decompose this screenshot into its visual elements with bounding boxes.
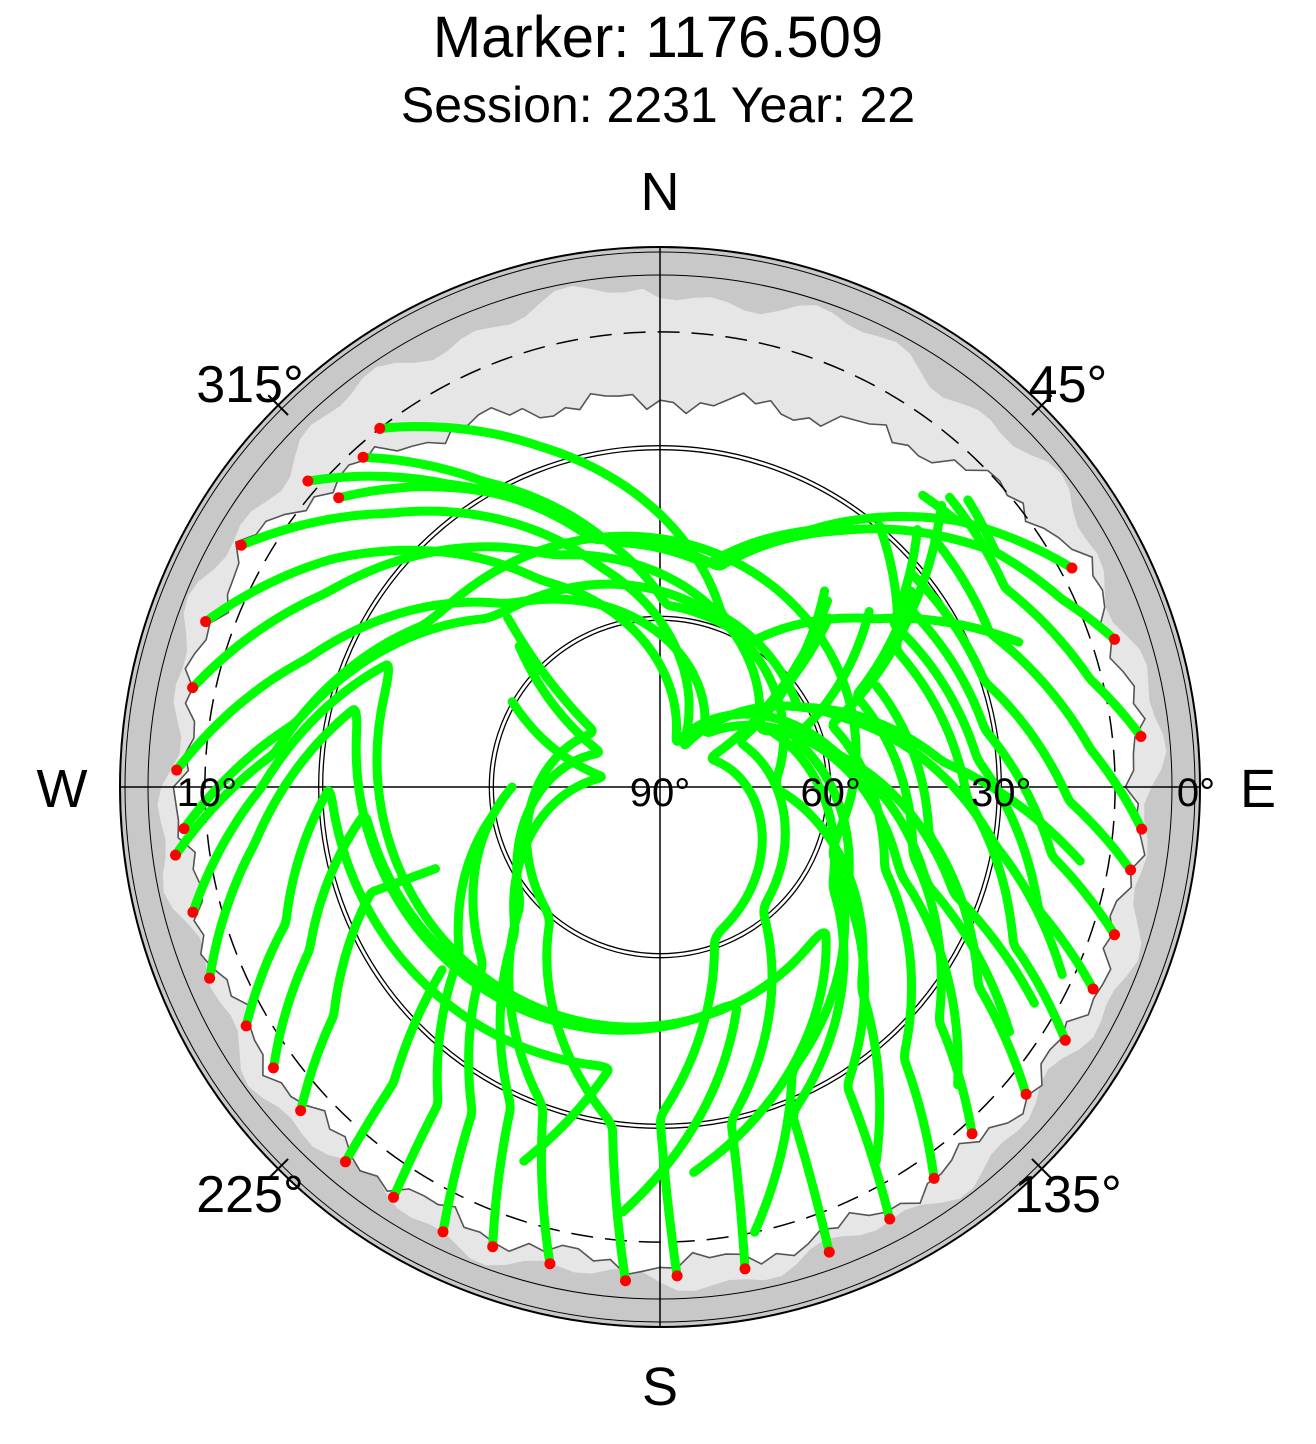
satellite-track-30 xyxy=(889,525,1098,994)
satellite-track-11 xyxy=(188,660,831,1177)
satellite-track-2 xyxy=(358,452,961,568)
track-start-point-20 xyxy=(544,1258,556,1270)
track-start-point-5 xyxy=(235,539,247,551)
track-start-point-7 xyxy=(187,682,199,694)
track-start-point-21 xyxy=(620,1275,631,1287)
elevation-label-10: 10° xyxy=(177,771,238,815)
azimuth-tick-135 xyxy=(1031,1158,1053,1180)
west-label: W xyxy=(37,759,88,819)
satellite-track-14 xyxy=(268,811,537,1073)
track-start-point-33 xyxy=(1136,823,1148,835)
chart-title: Marker: 1176.509 xyxy=(432,5,884,70)
azimuth-tick-315 xyxy=(267,394,289,416)
elevation-label-90: 90° xyxy=(630,771,691,815)
track-start-point-8 xyxy=(171,764,183,776)
track-start-point-24 xyxy=(823,1246,835,1258)
track-start-point-15 xyxy=(295,1105,307,1117)
azimuth-label-45: 45° xyxy=(1029,356,1108,414)
track-start-point-4 xyxy=(374,422,386,434)
track-start-point-27 xyxy=(966,1128,978,1140)
elevation-label-30: 30° xyxy=(971,771,1032,815)
track-start-point-30 xyxy=(1087,983,1099,995)
track-start-point-17 xyxy=(388,1191,399,1203)
track-start-point-14 xyxy=(267,1062,279,1074)
north-label: N xyxy=(641,162,680,222)
east-label: E xyxy=(1240,759,1276,819)
south-label: S xyxy=(642,1357,678,1417)
satellite-track-20 xyxy=(504,641,603,1269)
track-start-point-16 xyxy=(340,1156,351,1168)
satellite-track-21 xyxy=(503,613,630,1286)
satellite-track-32 xyxy=(908,570,1136,875)
satellite-track-8 xyxy=(172,594,963,1090)
track-start-point-11 xyxy=(187,906,199,918)
track-start-point-13 xyxy=(240,1020,252,1032)
satellite-track-36 xyxy=(918,490,1077,573)
track-start-point-6 xyxy=(200,616,212,628)
satellite-track-15 xyxy=(296,864,440,1116)
track-start-point-9 xyxy=(178,823,190,835)
track-start-point-32 xyxy=(1125,864,1137,876)
track-start-point-36 xyxy=(1066,562,1078,574)
track-start-point-19 xyxy=(487,1241,499,1253)
satellite-track-28 xyxy=(872,681,1031,1099)
track-start-point-23 xyxy=(739,1263,751,1275)
satellite-track-16 xyxy=(341,965,447,1167)
track-start-point-10 xyxy=(170,849,181,861)
azimuth-label-315: 315° xyxy=(196,356,304,414)
track-start-point-2 xyxy=(357,451,369,463)
track-start-point-29 xyxy=(1059,1034,1071,1046)
elevation-label-0: 0° xyxy=(1177,771,1215,815)
track-start-point-3 xyxy=(333,492,345,504)
track-start-point-18 xyxy=(437,1226,449,1238)
axis-labels-layer: N S W E 45° 135° 225° 315° 0° 10° 30° 60° 90° xyxy=(37,162,1277,1417)
chart-subtitle: Session: 2231 Year: 22 xyxy=(400,77,916,133)
satellite-tracks-layer xyxy=(170,422,1148,1287)
satellite-track-24 xyxy=(751,596,849,1257)
track-start-point-1 xyxy=(302,475,314,487)
azimuth-label-225: 225° xyxy=(196,1166,304,1224)
satellite-track-10 xyxy=(171,531,861,1237)
azimuth-label-135: 135° xyxy=(1014,1166,1122,1224)
azimuth-tick-45 xyxy=(1031,394,1053,416)
track-start-point-28 xyxy=(1020,1088,1032,1100)
elevation-label-60: 60° xyxy=(800,771,861,815)
satellite-track-34 xyxy=(945,492,1146,741)
satellite-track-27 xyxy=(853,586,977,1139)
satellite-track-12 xyxy=(205,705,742,1217)
satellite-track-25 xyxy=(791,607,895,1224)
azimuth-tick-225 xyxy=(267,1158,289,1180)
track-start-point-26 xyxy=(928,1172,940,1184)
track-start-point-34 xyxy=(1135,731,1147,742)
track-start-point-31 xyxy=(1109,929,1120,941)
satellite-track-18 xyxy=(438,782,517,1237)
satellite-track-33 xyxy=(930,535,1147,834)
satellite-track-17 xyxy=(389,812,497,1202)
track-start-point-35 xyxy=(1109,633,1120,645)
track-start-point-22 xyxy=(671,1270,683,1282)
satellite-track-6 xyxy=(201,545,1039,1008)
track-start-point-12 xyxy=(204,972,216,984)
track-start-point-25 xyxy=(884,1213,896,1225)
